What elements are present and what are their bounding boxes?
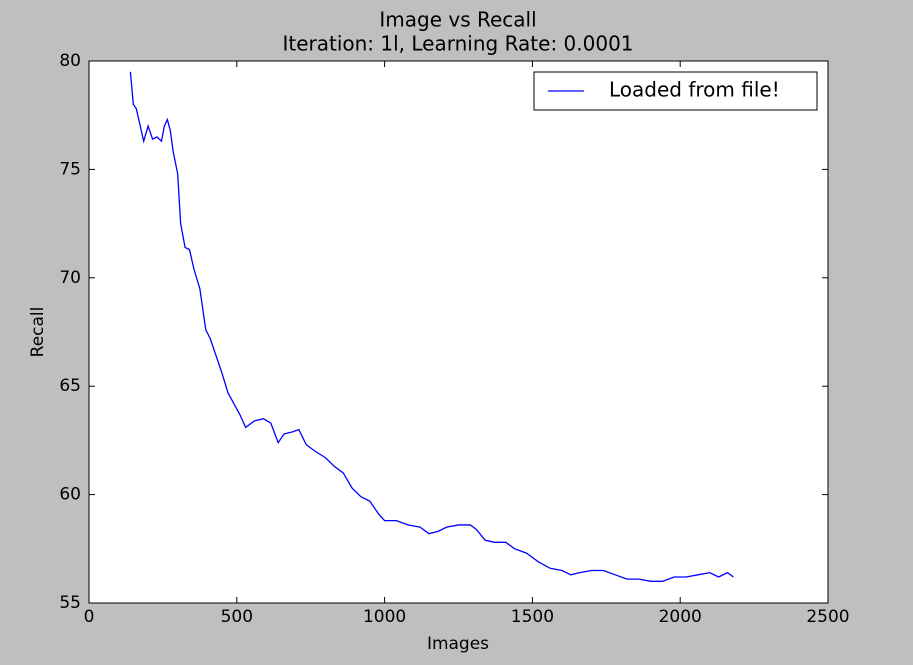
- y-tick-label: 75: [59, 159, 81, 179]
- y-tick-label: 80: [59, 51, 81, 71]
- y-tick-label: 60: [59, 485, 81, 505]
- data-line: [129, 71, 734, 582]
- x-tick-label: 1000: [363, 607, 406, 627]
- x-tick-label: 500: [221, 607, 253, 627]
- y-tick-label: 70: [59, 268, 81, 288]
- legend-label: Loaded from file!: [609, 78, 780, 102]
- y-tick-label: 65: [59, 376, 81, 396]
- x-tick-label: 2000: [659, 607, 702, 627]
- chart-subtitle: Iteration: 1l, Learning Rate: 0.0001: [282, 32, 633, 56]
- x-tick-label: 1500: [511, 607, 554, 627]
- y-tick-label: 55: [59, 593, 81, 613]
- plot-area: [88, 60, 829, 604]
- x-tick-label: 0: [84, 607, 95, 627]
- y-axis-label: Recall: [28, 307, 48, 358]
- chart-title: Image vs Recall: [379, 8, 536, 32]
- x-tick-label: 2500: [806, 607, 849, 627]
- x-axis-label: Images: [427, 634, 489, 654]
